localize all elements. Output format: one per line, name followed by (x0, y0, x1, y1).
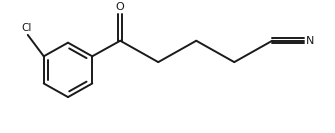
Text: N: N (306, 36, 315, 46)
Text: O: O (116, 2, 125, 12)
Text: Cl: Cl (21, 23, 32, 33)
